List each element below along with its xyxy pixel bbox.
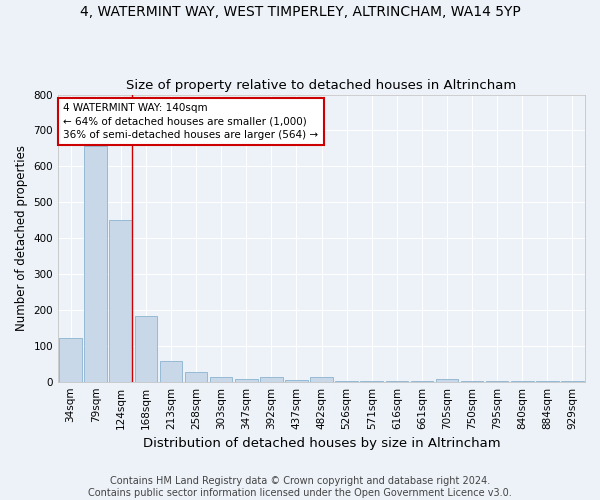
Bar: [160, 361, 182, 382]
Y-axis label: Number of detached properties: Number of detached properties: [15, 145, 28, 331]
Bar: [310, 377, 333, 382]
Bar: [285, 380, 308, 382]
Bar: [335, 381, 358, 382]
Text: 4, WATERMINT WAY, WEST TIMPERLEY, ALTRINCHAM, WA14 5YP: 4, WATERMINT WAY, WEST TIMPERLEY, ALTRIN…: [80, 5, 520, 19]
Bar: [109, 220, 132, 382]
Text: 4 WATERMINT WAY: 140sqm
← 64% of detached houses are smaller (1,000)
36% of semi: 4 WATERMINT WAY: 140sqm ← 64% of detache…: [64, 103, 319, 140]
Bar: [185, 372, 208, 382]
Bar: [260, 378, 283, 382]
Bar: [134, 316, 157, 382]
X-axis label: Distribution of detached houses by size in Altrincham: Distribution of detached houses by size …: [143, 437, 500, 450]
Bar: [59, 338, 82, 382]
Title: Size of property relative to detached houses in Altrincham: Size of property relative to detached ho…: [127, 79, 517, 92]
Bar: [210, 377, 232, 382]
Text: Contains HM Land Registry data © Crown copyright and database right 2024.
Contai: Contains HM Land Registry data © Crown c…: [88, 476, 512, 498]
Bar: [361, 381, 383, 382]
Bar: [235, 379, 257, 382]
Bar: [436, 379, 458, 382]
Bar: [85, 146, 107, 382]
